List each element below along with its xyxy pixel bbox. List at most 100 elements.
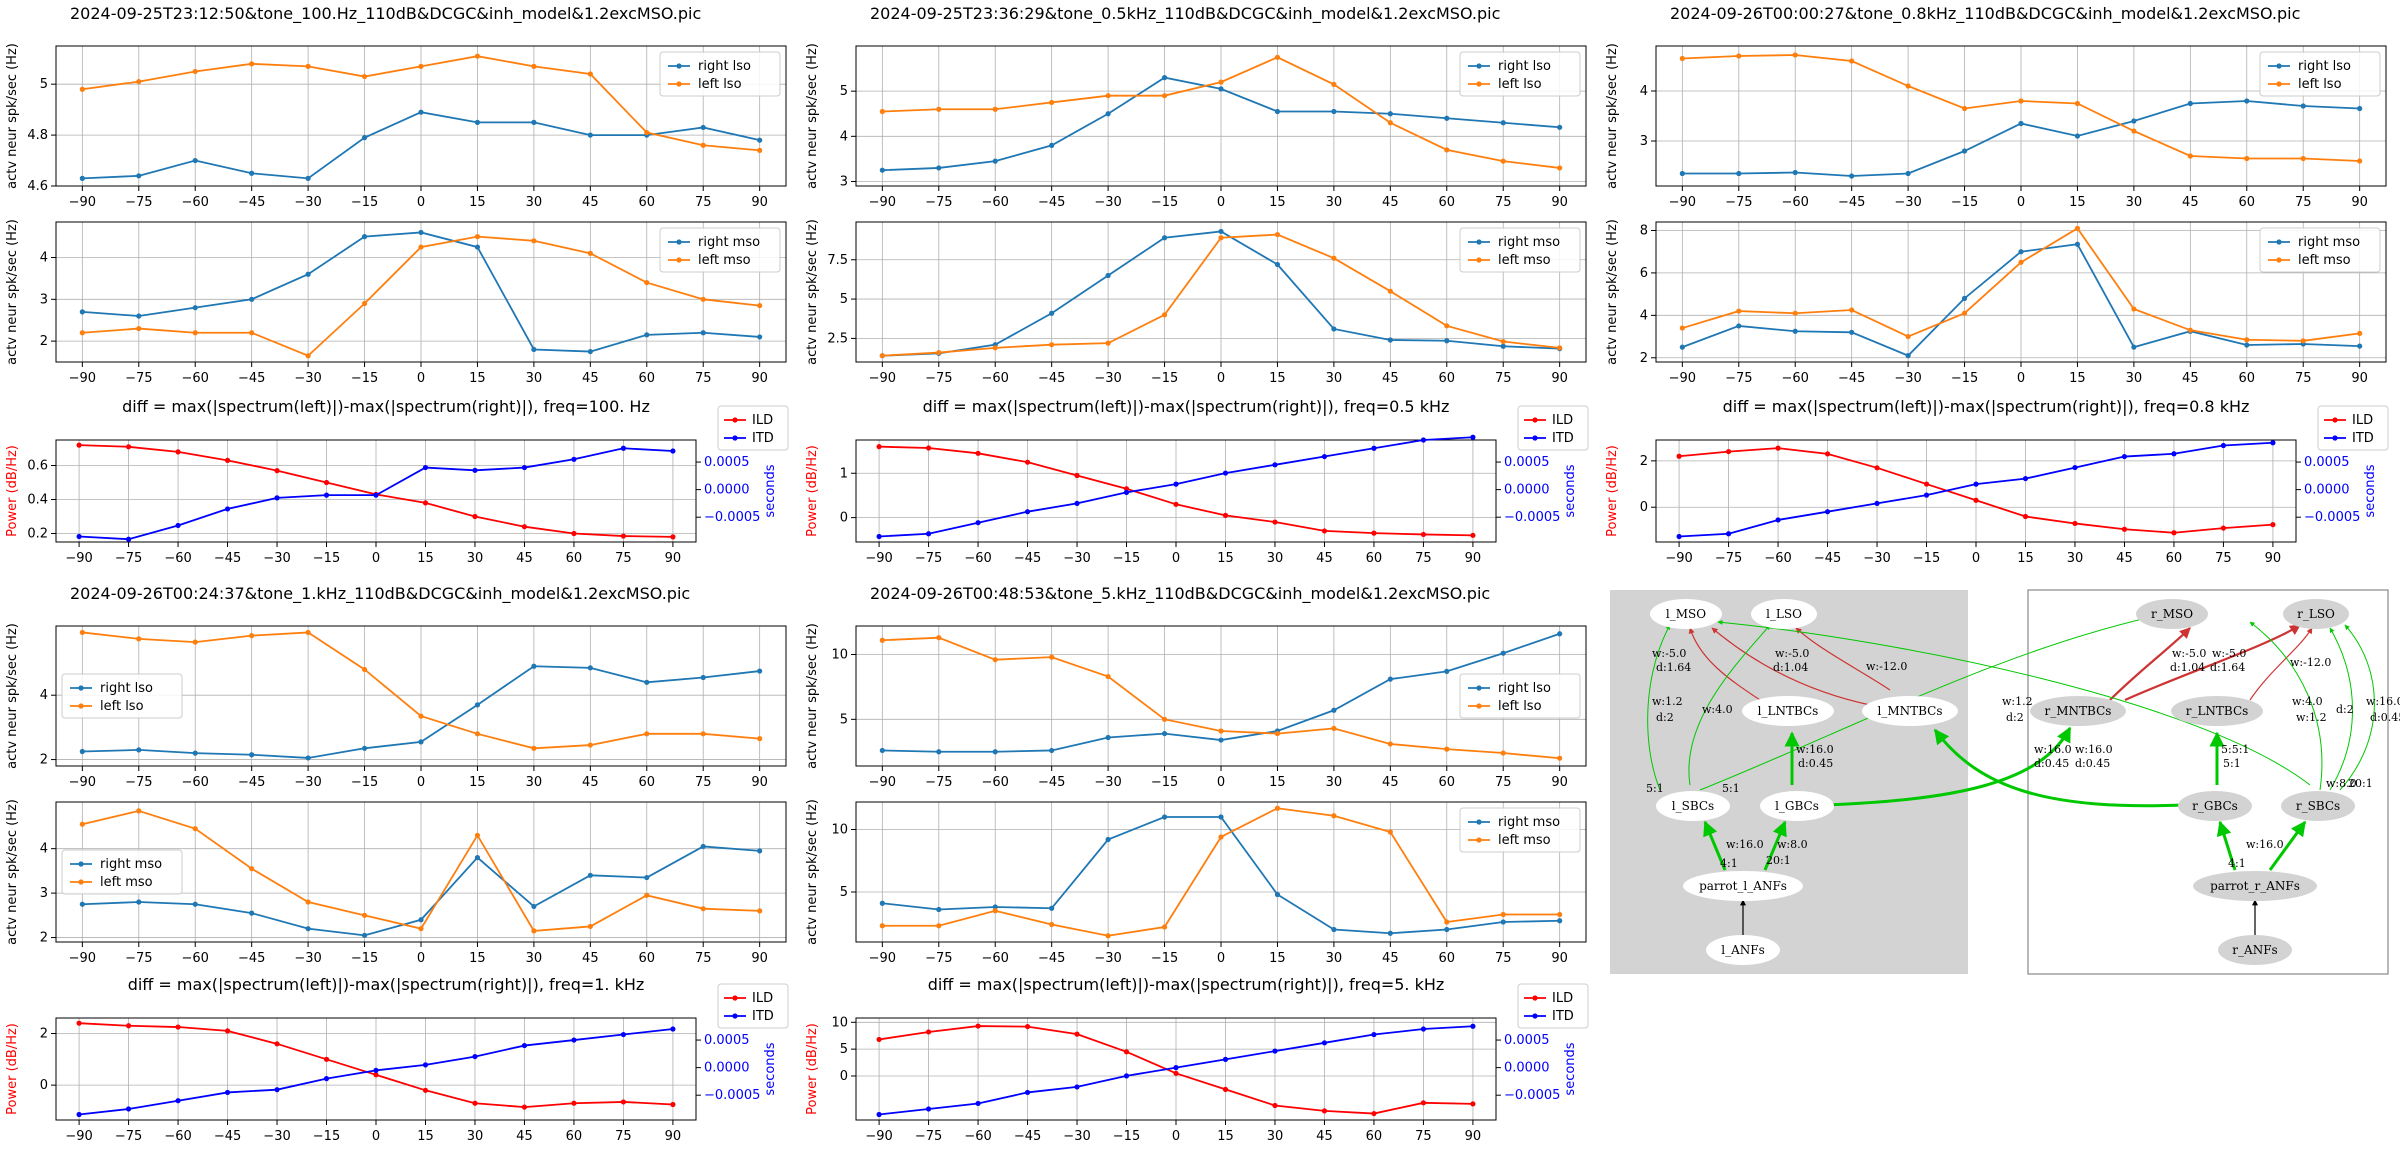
x-tick-label: −45 [1038, 775, 1065, 790]
data-point [1557, 165, 1563, 171]
data-point [571, 1100, 577, 1106]
edge-parrot-l-to-l-gbc [1763, 820, 1787, 871]
data-point [1973, 481, 1979, 487]
legend-label: right lso [2298, 59, 2351, 74]
data-point [418, 109, 424, 115]
data-point [1274, 231, 1281, 238]
data-point [1500, 338, 1506, 345]
legend-label: right mso [1498, 815, 1560, 830]
data-point [418, 917, 424, 923]
edge-r-mntbc-to-r-lso [2124, 624, 2301, 702]
edge-parrot-l-to-l-sbc [1703, 820, 1727, 871]
legend-marker [78, 685, 84, 691]
data-point [1105, 933, 1111, 939]
x-tick-label: −75 [925, 951, 952, 966]
data-point [2018, 259, 2024, 265]
x-tick-label: −15 [1951, 371, 1978, 386]
x-tick-label: 15 [469, 371, 486, 386]
data-point [1331, 707, 1337, 713]
data-point [1736, 323, 1742, 329]
data-point [644, 874, 650, 881]
y-tick-label-right: 0.0000 [704, 1061, 750, 1076]
x-tick-label: 0 [1972, 551, 1980, 566]
data-point [175, 1024, 181, 1030]
data-point [571, 456, 577, 462]
y-tick-label: 2 [40, 334, 48, 349]
x-tick-label: 0 [417, 951, 425, 966]
data-point [1444, 147, 1450, 153]
data-point [1049, 747, 1055, 754]
legend-marker [732, 435, 738, 441]
data-point [249, 910, 255, 916]
x-tick-label: −75 [925, 775, 952, 790]
x-tick-label: −75 [925, 371, 952, 386]
data-point [1123, 489, 1130, 495]
data-point [1676, 533, 1682, 540]
x-tick-label: −30 [263, 1129, 290, 1144]
data-point [1500, 343, 1506, 349]
legend-marker [1476, 685, 1482, 691]
x-tick-label: −15 [1913, 551, 1940, 566]
data-point [1387, 337, 1393, 343]
legend-label: right mso [698, 235, 760, 250]
data-point [670, 534, 676, 540]
data-point [1874, 465, 1880, 471]
x-tick-label: 75 [615, 551, 632, 566]
edge-label: 20:1 [1766, 854, 1791, 867]
x-tick-label: 15 [2069, 371, 2086, 386]
data-point [1849, 307, 1855, 313]
node-label: l_MSO [1666, 607, 1706, 621]
x-tick-label: −30 [1094, 951, 1121, 966]
data-point [936, 106, 942, 112]
x-tick-label: 90 [665, 1129, 682, 1144]
x-tick-label: 45 [2182, 195, 2199, 210]
edge-r-sbc-to-r-lso [2329, 627, 2353, 791]
x-tick-label: 75 [1495, 951, 1512, 966]
node-label: l_SBCs [1672, 799, 1714, 813]
diff-title: diff = max(|spectrum(left)|)-max(|spectr… [128, 975, 645, 994]
y-tick-label: 2 [40, 753, 48, 768]
data-point [1218, 235, 1224, 241]
data-point [1500, 911, 1506, 918]
data-point [700, 330, 706, 336]
data-point [1074, 1031, 1080, 1037]
y-tick-label: 5 [40, 77, 48, 92]
plot-frame [855, 45, 1587, 187]
legend-marker [1476, 837, 1482, 843]
edge-label: w:16.0 [2366, 695, 2400, 708]
data-point [1444, 338, 1450, 344]
data-point [1444, 919, 1450, 925]
x-tick-label: 45 [1316, 551, 1333, 566]
x-tick-label: 60 [638, 371, 655, 386]
data-point [136, 173, 142, 179]
y-tick-label-right: −0.0005 [1504, 1088, 1560, 1103]
data-point [361, 234, 368, 240]
data-point [136, 313, 142, 319]
x-tick-label: 0 [1217, 371, 1225, 386]
legend-label: left lso [100, 699, 144, 714]
edge-label: w:16.0 [2075, 743, 2113, 756]
data-point [76, 1020, 82, 1026]
y-tick-label-right: 0.0005 [1504, 1033, 1550, 1048]
plot-frame [55, 221, 787, 363]
data-point [274, 468, 280, 474]
y-tick-label-right: 0.0000 [2304, 483, 2350, 498]
data-point [2131, 306, 2137, 312]
node-label: parrot_r_ANFs [2210, 879, 2300, 893]
data-point [2187, 153, 2193, 159]
x-tick-label: 75 [695, 775, 712, 790]
x-tick-label: −75 [115, 551, 142, 566]
data-point [192, 68, 198, 75]
node-label: r_SBCs [2296, 799, 2340, 813]
data-point [2074, 241, 2081, 247]
data-point [361, 932, 368, 938]
legend-marker [1476, 81, 1482, 87]
data-point [992, 908, 998, 914]
data-point [644, 332, 650, 338]
y-tick-label: 4 [840, 129, 848, 144]
x-tick-label: −75 [115, 1129, 142, 1144]
y-tick-label-left: 0.4 [27, 493, 48, 508]
x-tick-label: 15 [1269, 775, 1286, 790]
x-tick-label: 90 [751, 195, 768, 210]
